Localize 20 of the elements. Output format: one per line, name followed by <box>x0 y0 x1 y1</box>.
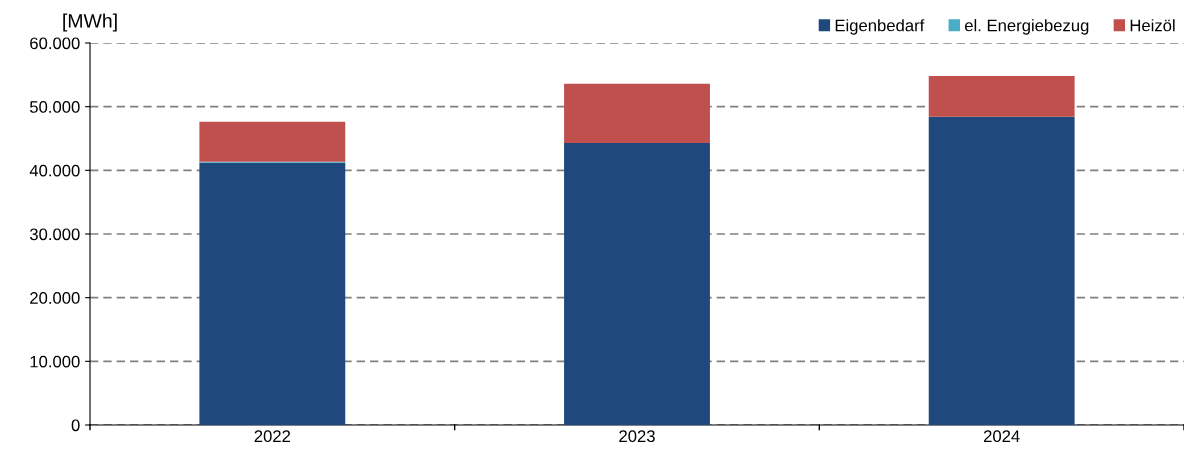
legend-label: Heizöl <box>1130 19 1175 32</box>
bar <box>199 162 346 425</box>
legend-label: Eigenbedarf <box>835 19 925 35</box>
bar <box>928 116 1075 425</box>
legend-label: el. Energiebezug <box>964 19 1089 35</box>
y-tick-label: 20.000 <box>30 292 80 304</box>
y-tick-label: 30.000 <box>29 228 80 241</box>
bar <box>928 76 1075 117</box>
bar <box>199 121 346 162</box>
bar <box>564 142 710 425</box>
y-tick-label: 50.000 <box>29 101 80 113</box>
y-tick-label: 60.000 <box>30 37 80 50</box>
y-tick-label: 0 <box>71 419 80 432</box>
bar <box>564 83 710 143</box>
x-tick-label: 2024 <box>983 430 1020 443</box>
x-tick-label: 2022 <box>254 430 291 443</box>
x-tick-label: 2023 <box>619 430 655 443</box>
y-tick-label: 40.000 <box>29 164 80 177</box>
y-axis-title: [MWh] <box>63 13 117 32</box>
y-tick-label: 10.000 <box>30 355 80 368</box>
